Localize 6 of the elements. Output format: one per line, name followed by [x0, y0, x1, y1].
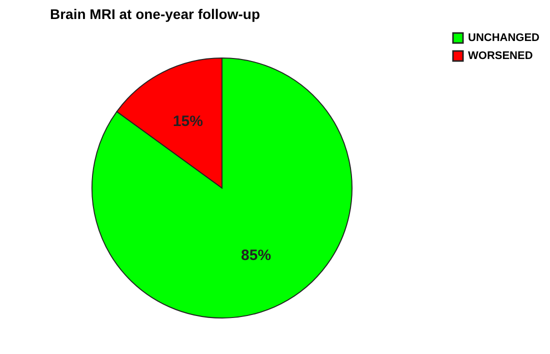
data-label: 15% — [172, 113, 203, 130]
pie-slice — [92, 58, 352, 318]
legend-label: UNCHANGED — [468, 32, 540, 44]
chart-title: Brain MRI at one-year follow-up — [50, 6, 260, 22]
data-label: 85% — [241, 246, 272, 264]
legend-label: WORSENED — [468, 50, 533, 62]
